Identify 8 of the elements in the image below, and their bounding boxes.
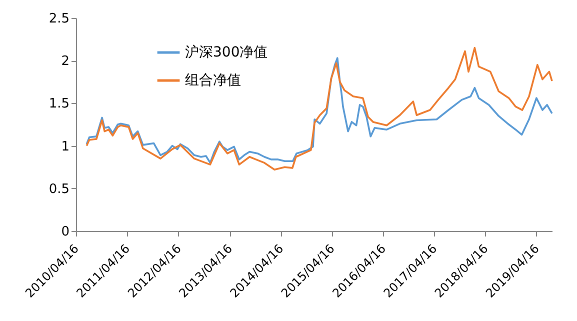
y-tick-label: 1 xyxy=(61,139,70,154)
legend-label: 沪深300净值 xyxy=(185,44,268,60)
y-tick-label: 2 xyxy=(61,54,70,70)
y-tick-label: 2.5 xyxy=(48,12,70,26)
y-tick-label: 0.5 xyxy=(48,182,70,197)
legend-label: 组合净值 xyxy=(185,72,241,88)
y-tick-label: 1.5 xyxy=(48,96,70,112)
y-tick-label: 0 xyxy=(61,224,70,240)
